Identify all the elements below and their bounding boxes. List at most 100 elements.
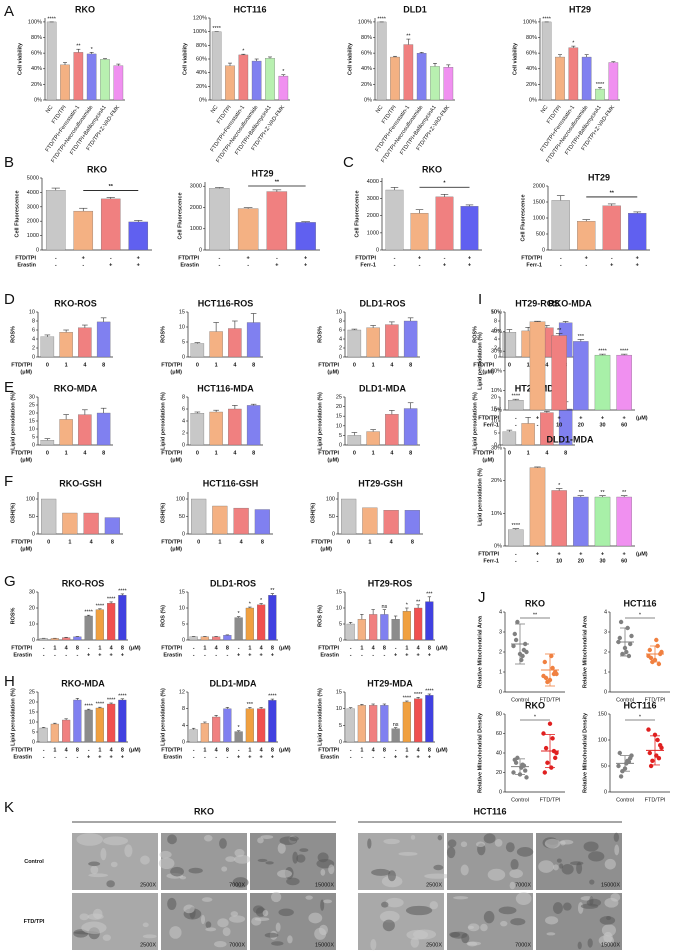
y-tick-label: 100% (28, 19, 42, 25)
x-row-value: + (443, 262, 446, 268)
y-axis-label: ROS% (10, 326, 16, 343)
y-tick-label: 15 (179, 589, 185, 595)
chart-title: HT29-ROS (368, 578, 413, 588)
y-tick-label: 0 (339, 354, 342, 360)
x-row-label: FTD/TPI (11, 645, 32, 651)
bar (84, 709, 93, 743)
micrograph-texture (188, 867, 203, 874)
micrograph-texture (614, 844, 620, 856)
bar (376, 21, 387, 101)
micrograph-texture (383, 838, 400, 845)
x-tick-label: Control (511, 797, 529, 803)
x-tick-label: 1 (53, 747, 56, 753)
bar (555, 56, 565, 101)
y-tick-label: 20 (496, 770, 502, 776)
chart-title: HT29-MDA (367, 678, 413, 688)
x-row-value: - (54, 754, 56, 760)
y-axis-label: Cell viability (347, 42, 353, 75)
bar (414, 698, 423, 743)
point (656, 756, 662, 761)
significance: *** (578, 334, 585, 340)
y-axis-label: ROS (%) (160, 605, 166, 627)
significance: **** (596, 82, 605, 88)
x-tick-label: 1 (65, 362, 68, 368)
chart-title: HT29 (569, 4, 591, 14)
y-tick-label: 60% (526, 51, 537, 57)
bar (73, 636, 82, 641)
bar (73, 52, 84, 101)
y-tick-label: 0 (494, 354, 497, 360)
point (542, 659, 547, 665)
y-tick-label: 10 (29, 309, 35, 315)
y-tick-label: 25 (29, 402, 35, 408)
micrograph-texture (449, 931, 461, 938)
micrograph-texture (429, 901, 439, 910)
y-axis-label: Lipid peroxidation (%) (10, 392, 16, 450)
x-row-value: + (98, 754, 101, 760)
point (617, 750, 622, 756)
bar (96, 321, 111, 358)
x-row-value: - (76, 652, 78, 658)
y-tick-label: 0 (499, 789, 502, 795)
bar (529, 321, 546, 411)
x-tick-label: FTD/TPI (645, 797, 666, 803)
y-tick-label: 40% (361, 66, 372, 72)
micrograph-texture (102, 836, 129, 846)
x-tick-label: FTD/TPI (540, 797, 561, 803)
y-axis-label: ROS (%) (317, 605, 323, 627)
micrograph-texture (562, 902, 572, 911)
bar (521, 423, 535, 446)
bar (209, 188, 230, 251)
x-row-label: Erastin (17, 262, 36, 268)
x-row-value: - (383, 652, 385, 658)
micrograph-texture (142, 922, 149, 928)
y-tick-label: 2 (182, 430, 185, 436)
bar (73, 210, 94, 251)
micrograph-texture (287, 935, 293, 944)
y-axis-label: Cell Fluorescence (177, 192, 183, 239)
bar (245, 708, 254, 743)
x-tick-label: 8 (76, 747, 79, 753)
significance: ** (406, 34, 411, 40)
y-tick-label: 60% (31, 51, 42, 57)
micrograph-texture (217, 918, 229, 928)
x-row-label: FTD/TPI (521, 255, 542, 261)
significance: *** (247, 702, 254, 708)
y-tick-label: 8 (182, 706, 185, 712)
x-tick-label: 1 (98, 645, 101, 651)
chart-title: DLD1 (403, 4, 427, 14)
x-tick-label: 0 (353, 362, 356, 368)
bar (234, 731, 243, 743)
bracket-label: ** (610, 190, 615, 196)
chart-title: RKO (87, 164, 107, 174)
micrograph-texture (580, 903, 599, 909)
y-axis-label: Lipid peroxidation (%) (160, 392, 166, 450)
significance: * (558, 483, 561, 489)
x-tick-label: 4 (83, 450, 87, 456)
x-tick-label: 1 (68, 539, 71, 545)
bar (403, 408, 418, 446)
micrograph-texture (406, 929, 429, 940)
micrograph-texture (271, 941, 284, 946)
micrograph-texture (370, 939, 377, 951)
point (618, 619, 624, 625)
x-tick-label: + (558, 551, 561, 557)
significance: **** (212, 26, 221, 32)
x-row-value: - (65, 754, 67, 760)
y-tick-label: 15 (491, 406, 497, 412)
y-axis-label: Cell viability (17, 42, 23, 75)
x-row-value: - (54, 652, 56, 658)
bar (404, 510, 420, 535)
x-tick-label: 1 (360, 645, 363, 651)
x-row-label: Ferr-1 (360, 262, 376, 268)
y-axis-label: GSH(%) (160, 503, 166, 524)
bar (390, 56, 400, 101)
y-tick-label: 6 (32, 327, 35, 333)
bar (595, 88, 605, 101)
y-tick-label: 2 (604, 649, 607, 655)
y-tick-label: 10 (29, 426, 35, 432)
x-row-label: FTD/TPI (11, 747, 32, 753)
y-tick-label: 15 (179, 309, 185, 315)
point (648, 655, 654, 661)
bar (380, 705, 389, 743)
